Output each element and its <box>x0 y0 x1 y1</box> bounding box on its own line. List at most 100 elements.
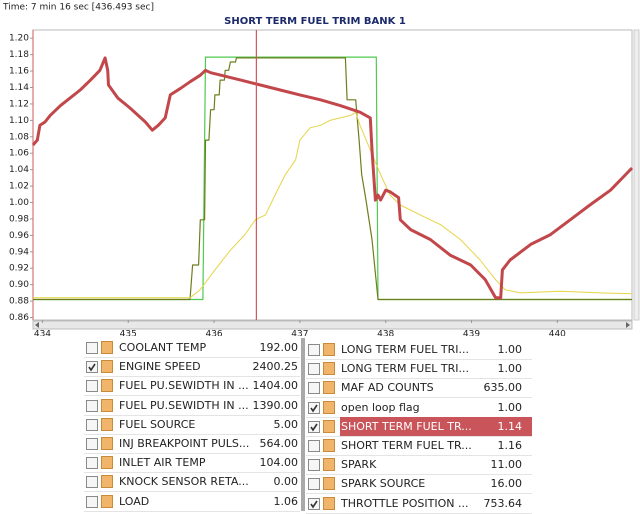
param-value: 16.00 <box>490 477 523 491</box>
plot-area <box>32 29 633 321</box>
y-tick-label: 1.06 <box>9 149 29 159</box>
param-icon <box>323 343 335 356</box>
y-tick-label: 1.20 <box>9 34 29 44</box>
param-row[interactable]: open loop flag 1.00 <box>306 398 532 418</box>
series-line <box>33 57 632 301</box>
scrollbar[interactable] <box>32 320 633 330</box>
y-tick-label: 1.08 <box>9 132 29 142</box>
checkbox[interactable] <box>308 420 320 433</box>
right-table: LONG TERM FUEL TRI... 1.00 LONG TERM FUEL … <box>306 338 532 514</box>
param-row[interactable]: MAF AD COUNTS 635.00 <box>306 378 532 399</box>
param-icon <box>101 379 113 393</box>
param-name: SHORT TERM FUEL TR... <box>341 439 472 452</box>
param-value: 104.00 <box>259 456 299 470</box>
param-icon <box>323 362 335 376</box>
param-name: INLET AIR TEMP <box>119 456 206 470</box>
checkbox[interactable] <box>86 495 98 508</box>
checkbox[interactable] <box>86 438 98 450</box>
param-row[interactable]: FUEL PU.SEWIDTH IN ... 1390.00 <box>84 396 300 416</box>
y-tick-label: 1.10 <box>9 116 29 126</box>
param-icon <box>101 494 113 508</box>
checkbox[interactable] <box>86 380 98 393</box>
param-row[interactable]: LOAD 1.06 <box>84 492 300 512</box>
param-row[interactable]: LONG TERM FUEL TRI... 1.00 <box>306 359 532 380</box>
y-tick-label: 0.98 <box>9 214 29 224</box>
x-tick-label: 437 <box>291 330 308 337</box>
param-name: SPARK <box>341 458 377 472</box>
checkbox[interactable] <box>308 440 320 452</box>
series-line <box>33 111 633 299</box>
param-name: COOLANT TEMP <box>119 341 207 354</box>
param-icon <box>101 437 113 450</box>
param-row[interactable]: SPARK 11.00 <box>306 455 532 476</box>
param-row[interactable]: ENGINE SPEED 2400.25 <box>84 357 300 378</box>
x-tick-label: 436 <box>205 330 222 337</box>
checkbox[interactable] <box>308 497 320 510</box>
x-tick-label: 435 <box>120 330 137 337</box>
left-table: COOLANT TEMP 192.00 ENGINE SPEED 2400.25 FUE… <box>84 338 300 512</box>
param-row[interactable]: SHORT TERM FUEL TR... 1.16 <box>306 436 532 456</box>
param-name: THROTTLE POSITION ... <box>341 496 469 510</box>
param-row[interactable]: KNOCK SENSOR RETA... 0.00 <box>84 472 300 493</box>
param-row[interactable]: LONG TERM FUEL TRI... 1.00 <box>306 340 532 360</box>
time-label: Time: 7 min 16 sec [436.493 sec] <box>2 3 154 13</box>
checkbox[interactable] <box>86 418 98 431</box>
param-row[interactable]: FUEL SOURCE 5.00 <box>84 415 300 435</box>
y-tick-label: 0.96 <box>9 231 29 241</box>
check-mark <box>88 363 96 372</box>
checkbox[interactable] <box>308 344 320 356</box>
checkbox[interactable] <box>86 457 98 470</box>
y-tick-label: 1.14 <box>9 83 29 93</box>
y-tick-label: 1.12 <box>9 99 29 109</box>
checkbox[interactable] <box>86 361 98 374</box>
param-icon <box>101 456 113 470</box>
param-icon <box>323 381 335 395</box>
param-value: 635.00 <box>483 381 523 395</box>
param-value: 564.00 <box>259 437 299 450</box>
y-tick-label: 1.04 <box>9 165 29 175</box>
checkbox[interactable] <box>308 363 320 376</box>
checkbox[interactable] <box>308 401 320 414</box>
divider <box>301 338 305 511</box>
param-icon <box>323 477 335 491</box>
checkbox[interactable] <box>86 342 98 354</box>
param-name: SPARK SOURCE <box>341 477 426 491</box>
v-scrollbar[interactable] <box>633 29 640 321</box>
check-path <box>310 423 318 432</box>
param-value: 1.00 <box>497 343 523 356</box>
param-value: 753.64 <box>483 496 523 510</box>
param-value: 0.00 <box>273 475 299 489</box>
row-highlight <box>340 416 532 436</box>
param-row[interactable]: COOLANT TEMP 192.00 <box>84 338 300 358</box>
param-icon <box>101 398 113 412</box>
checkbox[interactable] <box>308 478 320 491</box>
checkbox[interactable] <box>86 476 98 489</box>
param-row[interactable]: SHORT TERM FUEL TR... 1.14 <box>306 416 532 437</box>
param-row[interactable]: FUEL PU.SEWIDTH IN ... 1404.00 <box>84 376 300 397</box>
param-icon <box>101 360 113 374</box>
param-icon <box>323 400 335 414</box>
x-tick-label: 439 <box>463 330 480 337</box>
param-icon <box>101 417 113 431</box>
param-row[interactable]: SPARK SOURCE 16.00 <box>306 474 532 495</box>
param-value: 1.00 <box>497 400 523 414</box>
param-value: 1.00 <box>497 362 523 376</box>
checkbox[interactable] <box>86 399 98 412</box>
chart-title: SHORT TERM FUEL TRIM BANK 1 <box>224 16 406 27</box>
check-mark <box>310 500 318 509</box>
param-name: ENGINE SPEED <box>119 360 201 374</box>
param-value: 1.06 <box>273 494 299 508</box>
param-row[interactable]: INJ BREAKPOINT PULS... 564.00 <box>84 434 300 454</box>
param-icon <box>101 475 113 489</box>
y-tick-label: 1.00 <box>9 198 29 208</box>
param-name: INJ BREAKPOINT PULS... <box>119 437 250 450</box>
check-path <box>310 404 318 413</box>
param-row[interactable]: INLET AIR TEMP 104.00 <box>84 453 300 474</box>
checkbox[interactable] <box>308 382 320 395</box>
param-value: 5.00 <box>273 417 299 431</box>
checkbox[interactable] <box>308 459 320 472</box>
param-name: LONG TERM FUEL TRI... <box>341 362 469 376</box>
y-tick-label: 1.02 <box>9 182 29 192</box>
y-tick-label: 0.86 <box>9 313 29 323</box>
x-tick-label: 438 <box>377 330 394 337</box>
